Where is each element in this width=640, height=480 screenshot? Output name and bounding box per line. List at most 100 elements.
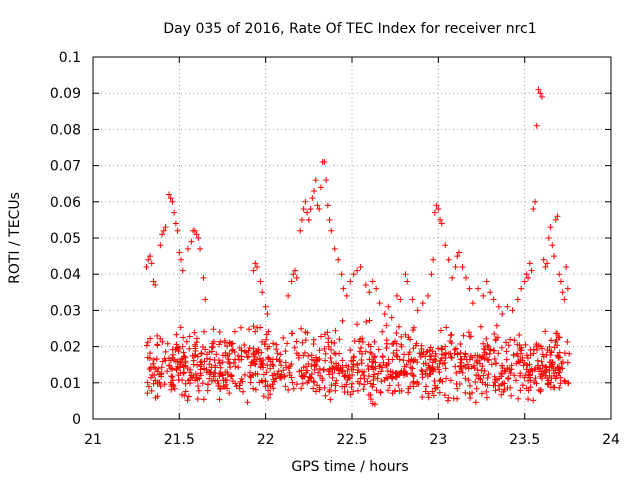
data-point [304,209,311,216]
data-point [270,362,277,369]
data-point [539,375,545,382]
data-point [308,374,315,381]
data-point [226,390,233,397]
data-point [483,394,490,401]
data-point [146,253,153,260]
data-point [250,385,257,392]
data-point [165,191,172,198]
data-point [162,224,169,231]
data-point [210,326,217,333]
data-point [534,347,541,354]
data-point [252,328,259,335]
data-point [262,383,269,390]
data-point [259,289,266,296]
data-point [235,352,242,359]
data-point [250,323,257,330]
data-point [300,364,307,371]
data-point [458,356,465,362]
data-point [280,334,287,341]
data-point [510,351,517,358]
data-point [171,209,178,216]
data-point [540,256,547,263]
data-point [194,362,201,369]
data-point [333,360,340,367]
data-point [216,386,223,393]
data-point [435,206,442,213]
data-point [483,388,490,395]
data-point [246,326,253,333]
data-point [202,296,209,303]
data-point [236,385,243,392]
data-point [286,369,293,376]
data-point [356,380,363,387]
data-point [434,364,441,371]
data-point [521,374,528,381]
data-point [419,374,426,381]
data-point [180,334,187,341]
data-point [341,388,348,395]
data-point [478,390,485,397]
data-point [429,348,436,355]
data-point [340,285,347,292]
data-point [321,345,328,352]
data-point [338,271,345,278]
data-point [154,379,161,386]
data-point [348,383,355,390]
data-point [407,383,414,390]
data-point [270,340,277,347]
data-point [166,362,173,369]
data-point [324,202,331,209]
data-point [418,367,425,374]
data-point [321,384,328,391]
data-point [260,393,267,400]
data-point [198,358,205,365]
data-point [437,376,444,383]
data-point [392,338,399,345]
data-point [496,386,503,393]
data-point [271,378,278,385]
data-point [229,340,236,347]
data-point [339,383,346,390]
data-point [212,377,219,384]
data-point [219,359,226,366]
data-point [454,395,461,402]
data-point [546,359,553,366]
data-point [282,348,289,355]
data-point [150,278,157,285]
data-point [422,353,429,360]
data-point [357,344,364,351]
data-point [252,260,259,267]
data-point [542,372,549,379]
data-point [371,371,378,378]
data-point [460,332,467,339]
data-point [462,274,469,281]
data-point [474,367,481,374]
data-point [371,338,378,345]
data-point [424,348,431,355]
data-point [256,355,263,362]
data-point [198,350,205,357]
data-point [521,278,528,285]
data-point [452,363,459,370]
data-point [169,346,176,353]
data-point [326,388,333,395]
data-point [257,363,264,370]
x-tick-label: 22.5 [336,432,367,448]
data-point [281,373,288,380]
data-point [493,322,500,329]
data-point [350,357,357,364]
data-point [384,375,391,382]
data-point [177,361,184,368]
data-point [524,355,531,362]
data-point [474,359,481,366]
data-point [556,349,563,356]
data-point [380,359,387,366]
data-point [331,245,338,252]
data-point [295,354,302,361]
data-point [364,362,371,369]
data-point [441,359,448,366]
data-point [467,352,474,359]
data-point [170,351,177,358]
data-point [321,158,328,165]
data-point [197,372,204,379]
